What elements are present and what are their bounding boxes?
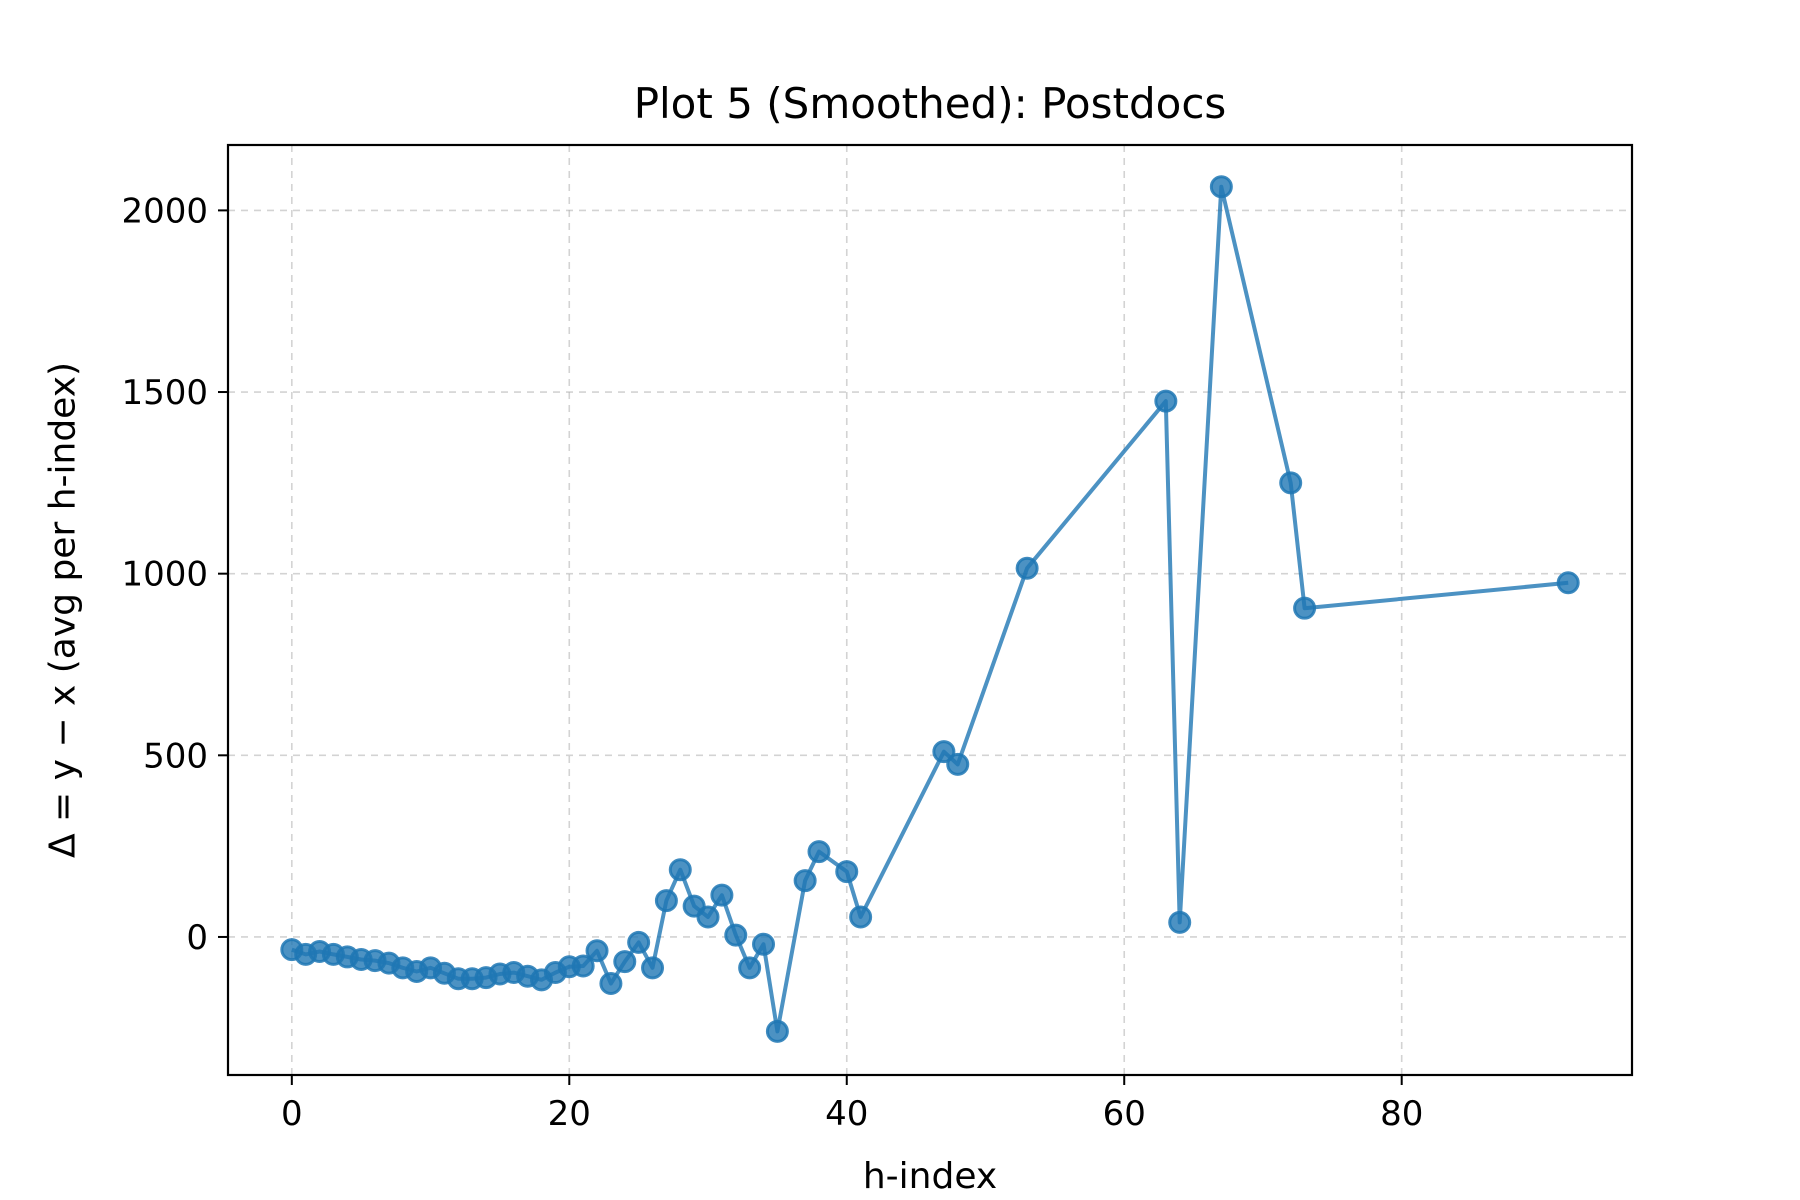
data-point <box>793 869 817 893</box>
data-point <box>1209 175 1233 199</box>
x-tick-label: 20 <box>548 1094 591 1134</box>
data-point <box>1015 556 1039 580</box>
data-point <box>835 860 859 884</box>
data-point <box>599 971 623 995</box>
data-point <box>585 939 609 963</box>
x-axis-label: h-index <box>863 1156 997 1197</box>
series-line <box>291 184 1569 1034</box>
data-point <box>1556 571 1580 595</box>
data-point <box>849 905 873 929</box>
data-point <box>1168 910 1192 934</box>
y-tick-label: 0 <box>186 918 208 958</box>
data-point <box>696 905 720 929</box>
data-point <box>765 1019 789 1043</box>
y-axis-label: Δ = y − x (avg per h-index) <box>43 362 84 858</box>
y-tick-label: 1000 <box>121 555 208 595</box>
x-tick-label: 0 <box>281 1094 303 1134</box>
chart-title: Plot 5 (Smoothed): Postdocs <box>634 79 1227 128</box>
y-tick-label: 2000 <box>121 191 208 231</box>
data-point <box>571 954 595 978</box>
data-point <box>807 840 831 864</box>
data-point <box>627 930 651 954</box>
x-tick-label: 80 <box>1380 1094 1423 1134</box>
data-point <box>1279 471 1303 495</box>
data-point <box>1293 596 1317 620</box>
data-series <box>280 175 1580 1043</box>
data-point <box>932 740 956 764</box>
data-point <box>946 752 970 776</box>
data-point <box>752 932 776 956</box>
x-tick-label: 60 <box>1103 1094 1146 1134</box>
data-point <box>724 923 748 947</box>
data-point <box>1154 389 1178 413</box>
data-point <box>654 889 678 913</box>
plot-frame <box>226 143 1634 1077</box>
data-point <box>668 858 692 882</box>
data-point <box>710 883 734 907</box>
data-point <box>641 956 665 980</box>
y-tick-label: 1500 <box>121 373 208 413</box>
x-axis-ticks: 0 20 40 60 80 <box>281 1075 1423 1134</box>
grid-lines <box>228 145 1632 1075</box>
y-axis-ticks: 0 500 1000 1500 2000 <box>121 191 228 958</box>
x-tick-label: 40 <box>825 1094 868 1134</box>
data-point <box>738 956 762 980</box>
y-tick-label: 500 <box>143 736 208 776</box>
data-point <box>613 950 637 974</box>
